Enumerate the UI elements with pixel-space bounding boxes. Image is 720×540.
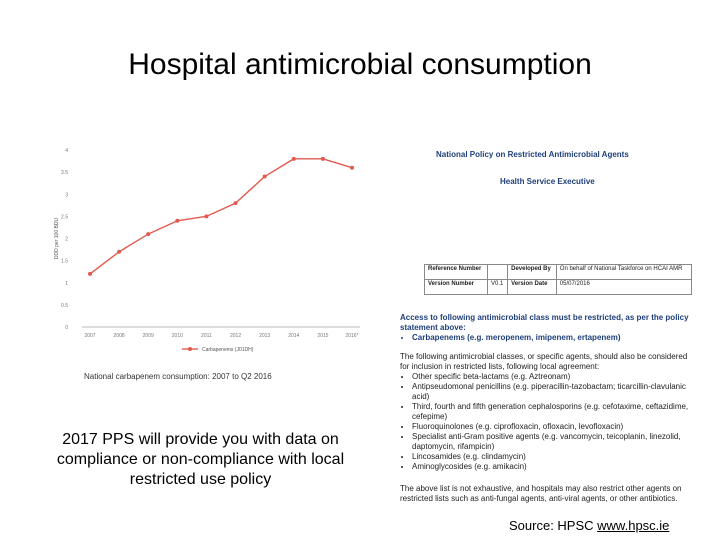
chart-caption: National carbapenem consumption: 2007 to… <box>84 372 272 381</box>
list-item: Specialist anti-Gram positive agents (e.… <box>412 432 704 452</box>
y-tick-label: 1.5 <box>61 259 68 265</box>
policy-reference-table: Reference Number Developed By On behalf … <box>424 264 693 295</box>
x-tick-label: 2016* <box>345 333 358 339</box>
y-tick-label: 2.5 <box>61 214 68 220</box>
list-item: Other specific beta-lactams (e.g. Aztreo… <box>412 372 704 382</box>
y-tick-label: 0 <box>65 325 68 331</box>
x-tick-label: 2013 <box>259 333 270 339</box>
developed-value: On behalf of National Taskforce on HCAI … <box>555 264 693 280</box>
x-tick-label: 2009 <box>143 333 154 339</box>
list-item: Aminoglycosides (e.g. amikacin) <box>412 462 704 472</box>
x-tick-label: 2008 <box>114 333 125 339</box>
series-line <box>89 158 353 275</box>
y-tick-label: 0.5 <box>61 303 68 309</box>
developed-label: Developed By <box>507 264 557 280</box>
y-axis-label: DDD per 100 BDU <box>54 218 60 260</box>
y-tick-label: 3 <box>65 192 68 198</box>
x-tick-label: 2015 <box>317 333 328 339</box>
version-label: Version Number <box>424 279 488 295</box>
data-point <box>117 249 122 254</box>
x-tick-label: 2010 <box>172 333 183 339</box>
list-item: Fluoroquinolones (e.g. ciprofloxacin, of… <box>412 422 704 432</box>
source-line: Source: HPSC www.hpsc.ie <box>509 518 669 533</box>
date-value: 05/07/2016 <box>555 279 693 295</box>
legend-label: Carbapenems (J01DH) <box>202 347 254 353</box>
x-tick-label: 2012 <box>230 333 241 339</box>
data-point <box>233 201 238 206</box>
list-item: Antipseudomonal penicillins (e.g. pipera… <box>412 382 704 402</box>
data-point <box>320 156 325 161</box>
policy-subheading: Health Service Executive <box>500 177 595 186</box>
data-point <box>146 232 151 237</box>
y-tick-label: 2 <box>65 237 68 243</box>
data-point <box>350 165 354 170</box>
date-label: Version Date <box>507 279 557 295</box>
source-link[interactable]: www.hpsc.ie <box>597 518 670 533</box>
list-item: Lincosamides (e.g. clindamycin) <box>412 452 704 462</box>
x-tick-label: 2007 <box>84 333 95 339</box>
access-statement: Access to following antimicrobial class … <box>400 313 689 332</box>
policy-heading: National Policy on Restricted Antimicrob… <box>436 150 629 159</box>
list-item: Carbapenems (e.g. meropenem, imipenem, e… <box>412 333 704 343</box>
data-point <box>262 174 267 179</box>
ref-label: Reference Number <box>424 264 488 280</box>
data-point <box>291 156 296 161</box>
following-statement: The following antimicrobial classes, or … <box>400 352 688 371</box>
x-tick-label: 2011 <box>201 333 212 339</box>
data-point <box>175 218 180 223</box>
considered-list: Other specific beta-lactams (e.g. Aztreo… <box>400 372 704 472</box>
source-label: Source: HPSC <box>509 518 598 533</box>
carbapenem-chart: 0 0.5 1 1.5 2 2.5 3 3.5 4 2007 2008 2009 2010 2011 201… <box>42 140 372 362</box>
ref-value <box>486 264 509 280</box>
policy-document: National Policy on Restricted Antimicrob… <box>396 140 696 510</box>
legend-marker <box>188 347 192 351</box>
data-point <box>204 214 209 219</box>
y-tick-label: 1 <box>65 281 68 287</box>
restricted-list: Carbapenems (e.g. meropenem, imipenem, e… <box>400 333 704 343</box>
above-statement: The above list is not exhaustive, and ho… <box>400 484 682 503</box>
y-tick-label: 4 <box>65 148 68 154</box>
version-value: V0.1 <box>486 279 509 295</box>
pps-statement: 2017 PPS will provide you with data on c… <box>56 431 345 488</box>
data-point <box>88 271 92 276</box>
list-item: Third, fourth and fifth generation cepha… <box>412 402 704 422</box>
slide-title: Hospital antimicrobial consumption <box>128 48 592 81</box>
x-tick-label: 2014 <box>288 333 299 339</box>
y-tick-label: 3.5 <box>61 170 68 176</box>
chart-svg: 0 0.5 1 1.5 2 2.5 3 3.5 4 2007 2008 2009 2010 2011 201… <box>54 148 360 353</box>
